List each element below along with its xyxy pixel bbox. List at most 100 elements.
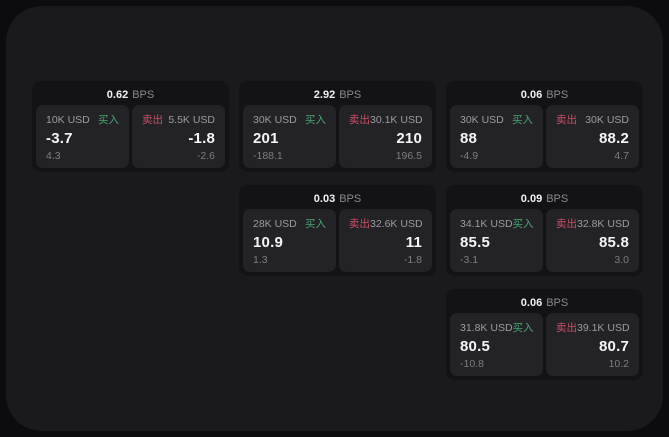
quote-card: 0.62 BPS 10K USD 买入 -3.7 4.3 卖出 5.5K USD… xyxy=(32,81,229,172)
bps-value: 0.06 xyxy=(520,297,543,309)
quote-card: 0.03 BPS 28K USD 买入 10.9 1.3 卖出 32.6K US… xyxy=(239,185,436,276)
quote-panels: 28K USD 买入 10.9 1.3 卖出 32.6K USD 11 -1.8 xyxy=(243,209,432,272)
buy-quote-panel[interactable]: 31.8K USD 买入 80.5 -10.8 xyxy=(450,313,543,376)
bps-unit-label: BPS xyxy=(339,89,362,101)
buy-sub-value: 1.3 xyxy=(253,254,268,266)
sell-panel-top: 卖出 30K USD xyxy=(556,112,629,127)
buy-sub-value: -10.8 xyxy=(460,358,484,370)
sell-side-tag: 卖出 xyxy=(142,114,163,126)
buy-amount-label: 28K USD xyxy=(253,217,297,230)
buy-price-value: 85.5 xyxy=(460,234,490,251)
sell-quote-panel[interactable]: 卖出 30.1K USD 210 196.5 xyxy=(339,105,432,168)
buy-panel-top: 34.1K USD 买入 xyxy=(460,216,534,231)
sell-panel-top: 卖出 30.1K USD xyxy=(349,112,423,127)
sell-side-tag: 卖出 xyxy=(556,218,577,230)
sell-panel-top: 卖出 39.1K USD xyxy=(556,320,630,335)
bps-value: 0.62 xyxy=(106,89,129,101)
sell-sub-value: 10.2 xyxy=(608,358,629,370)
buy-sub-value: -4.9 xyxy=(460,150,479,162)
sell-side-tag: 卖出 xyxy=(556,322,577,334)
buy-price-value: -3.7 xyxy=(46,130,73,147)
buy-sub-value: -188.1 xyxy=(253,150,283,162)
sell-quote-panel[interactable]: 卖出 5.5K USD -1.8 -2.6 xyxy=(132,105,225,168)
quote-panels: 31.8K USD 买入 80.5 -10.8 卖出 39.1K USD 80.… xyxy=(450,313,639,376)
sell-amount-label: 32.6K USD xyxy=(370,217,423,230)
buy-side-tag: 买入 xyxy=(305,218,326,230)
buy-price-value: 10.9 xyxy=(253,234,283,251)
bps-unit-label: BPS xyxy=(546,297,569,309)
bps-header: 0.09 BPS xyxy=(450,189,639,209)
buy-side-tag: 买入 xyxy=(512,218,534,230)
buy-side-tag: 买入 xyxy=(512,322,534,334)
sell-sub-value: -2.6 xyxy=(196,150,215,162)
buy-side-tag: 买入 xyxy=(98,114,119,126)
bps-unit-label: BPS xyxy=(339,193,362,205)
bps-value: 0.09 xyxy=(520,193,543,205)
buy-side-tag: 买入 xyxy=(305,114,326,126)
bps-unit-label: BPS xyxy=(546,89,569,101)
buy-quote-panel[interactable]: 28K USD 买入 10.9 1.3 xyxy=(243,209,336,272)
sell-price-value: 88.2 xyxy=(599,130,629,147)
buy-panel-top: 10K USD 买入 xyxy=(46,112,119,127)
sell-sub-value: 196.5 xyxy=(395,150,422,162)
buy-sub-value: -3.1 xyxy=(460,254,479,266)
sell-side-tag: 卖出 xyxy=(349,218,370,230)
buy-amount-label: 30K USD xyxy=(460,113,504,126)
sell-sub-value: -1.8 xyxy=(403,254,422,266)
buy-price-value: 88 xyxy=(460,130,478,147)
sell-sub-value: 3.0 xyxy=(614,254,629,266)
sell-sub-value: 4.7 xyxy=(614,150,629,162)
quote-panels: 34.1K USD 买入 85.5 -3.1 卖出 32.8K USD 85.8… xyxy=(450,209,639,272)
sell-quote-panel[interactable]: 卖出 30K USD 88.2 4.7 xyxy=(546,105,639,168)
buy-panel-top: 31.8K USD 买入 xyxy=(460,320,534,335)
quote-card-grid: 0.62 BPS 10K USD 买入 -3.7 4.3 卖出 5.5K USD… xyxy=(32,81,643,380)
buy-panel-top: 28K USD 买入 xyxy=(253,216,326,231)
quote-card: 0.06 BPS 31.8K USD 买入 80.5 -10.8 卖出 39.1… xyxy=(446,289,643,380)
bps-value: 0.06 xyxy=(520,89,543,101)
bps-header: 2.92 BPS xyxy=(243,85,432,105)
buy-side-tag: 买入 xyxy=(512,114,533,126)
quote-panels: 10K USD 买入 -3.7 4.3 卖出 5.5K USD -1.8 -2.… xyxy=(36,105,225,168)
bps-header: 0.06 BPS xyxy=(450,293,639,313)
buy-amount-label: 10K USD xyxy=(46,113,90,126)
bps-unit-label: BPS xyxy=(546,193,569,205)
buy-amount-label: 30K USD xyxy=(253,113,297,126)
sell-price-value: 210 xyxy=(396,130,422,147)
sell-quote-panel[interactable]: 卖出 32.6K USD 11 -1.8 xyxy=(339,209,432,272)
sell-side-tag: 卖出 xyxy=(349,114,370,126)
quote-card: 0.06 BPS 30K USD 买入 88 -4.9 卖出 30K USD 8… xyxy=(446,81,643,172)
quote-card: 2.92 BPS 30K USD 买入 201 -188.1 卖出 30.1K … xyxy=(239,81,436,172)
sell-amount-label: 30.1K USD xyxy=(370,113,423,126)
sell-amount-label: 30K USD xyxy=(585,113,629,126)
bps-header: 0.06 BPS xyxy=(450,85,639,105)
buy-quote-panel[interactable]: 30K USD 买入 88 -4.9 xyxy=(450,105,543,168)
bps-header: 0.62 BPS xyxy=(36,85,225,105)
bps-value: 0.03 xyxy=(313,193,336,205)
sell-side-tag: 卖出 xyxy=(556,114,577,126)
sell-amount-label: 32.8K USD xyxy=(577,217,630,230)
buy-price-value: 80.5 xyxy=(460,338,490,355)
buy-quote-panel[interactable]: 30K USD 买入 201 -188.1 xyxy=(243,105,336,168)
quote-panels: 30K USD 买入 88 -4.9 卖出 30K USD 88.2 4.7 xyxy=(450,105,639,168)
sell-quote-panel[interactable]: 卖出 39.1K USD 80.7 10.2 xyxy=(546,313,639,376)
buy-sub-value: 4.3 xyxy=(46,150,61,162)
buy-quote-panel[interactable]: 34.1K USD 买入 85.5 -3.1 xyxy=(450,209,543,272)
buy-amount-label: 31.8K USD xyxy=(460,321,513,334)
quote-card: 0.09 BPS 34.1K USD 买入 85.5 -3.1 卖出 32.8K… xyxy=(446,185,643,276)
sell-price-value: 11 xyxy=(405,234,422,251)
quote-panels: 30K USD 买入 201 -188.1 卖出 30.1K USD 210 1… xyxy=(243,105,432,168)
sell-price-value: 80.7 xyxy=(599,338,629,355)
app-surface: 0.62 BPS 10K USD 买入 -3.7 4.3 卖出 5.5K USD… xyxy=(6,6,663,431)
buy-quote-panel[interactable]: 10K USD 买入 -3.7 4.3 xyxy=(36,105,129,168)
buy-panel-top: 30K USD 买入 xyxy=(460,112,533,127)
bps-header: 0.03 BPS xyxy=(243,189,432,209)
sell-price-value: 85.8 xyxy=(599,234,629,251)
buy-price-value: 201 xyxy=(253,130,279,147)
bps-value: 2.92 xyxy=(313,89,336,101)
sell-quote-panel[interactable]: 卖出 32.8K USD 85.8 3.0 xyxy=(546,209,639,272)
bps-unit-label: BPS xyxy=(132,89,155,101)
sell-amount-label: 39.1K USD xyxy=(577,321,630,334)
buy-amount-label: 34.1K USD xyxy=(460,217,513,230)
sell-price-value: -1.8 xyxy=(188,130,215,147)
buy-panel-top: 30K USD 买入 xyxy=(253,112,326,127)
